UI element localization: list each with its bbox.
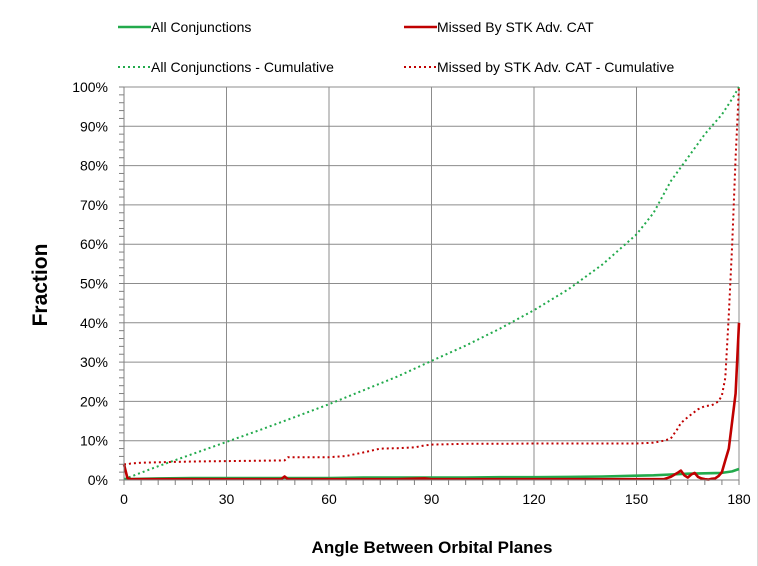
y-tick-label: 20% [80, 393, 108, 409]
y-tick-label: 30% [80, 354, 108, 370]
x-tick-label: 180 [727, 491, 751, 507]
series-line-2 [122, 322, 741, 481]
y-tick-label: 60% [80, 236, 108, 252]
y-tick-label: 100% [72, 79, 108, 95]
series-lines [122, 86, 741, 481]
x-tick-label: 120 [522, 491, 546, 507]
legend-label: Missed by STK Adv. CAT - Cumulative [437, 59, 675, 75]
y-tick-label: 80% [80, 158, 108, 174]
x-tick-label: 60 [321, 491, 337, 507]
gridlines [123, 86, 740, 481]
legend-label: All Conjunctions - Cumulative [151, 59, 334, 75]
y-axis-title: Fraction [29, 244, 52, 327]
series-line-4 [124, 86, 740, 466]
x-tick-label: 30 [219, 491, 235, 507]
x-tick-label: 0 [120, 491, 128, 507]
y-tick-label: 50% [80, 276, 108, 292]
y-tick-label: 0% [88, 472, 108, 488]
legend-label: All Conjunctions [151, 19, 251, 35]
y-tick-label: 40% [80, 315, 108, 331]
y-tick-label: 70% [80, 197, 108, 213]
x-tick-label: 90 [424, 491, 440, 507]
legend-label: Missed By STK Adv. CAT [437, 19, 594, 35]
y-tick-label: 90% [80, 118, 108, 134]
y-tick-label: 10% [80, 433, 108, 449]
legend: All Conjunctions Missed By STK Adv. CAT Al… [118, 19, 675, 75]
series-line-3 [123, 86, 740, 481]
tick-labels: 0% 10% 20% 30% 40% 50% 60% 70% 80% 90% 100% 0 30 60 90… [72, 79, 751, 507]
x-axis-title: Angle Between Orbital Planes [312, 538, 553, 557]
axes [119, 86, 740, 485]
x-tick-label: 150 [625, 491, 649, 507]
